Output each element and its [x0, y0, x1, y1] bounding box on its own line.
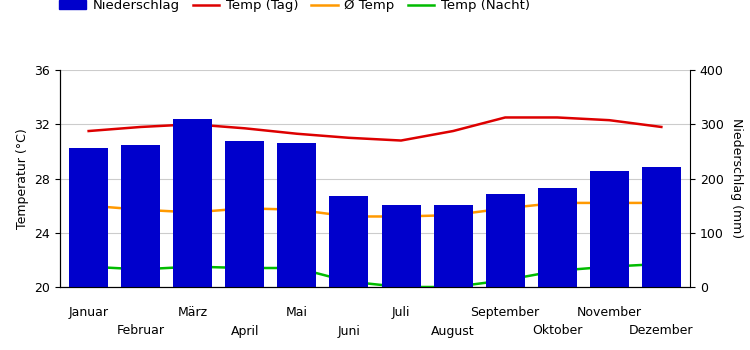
Bar	[590, 172, 628, 287]
Bar	[538, 188, 577, 287]
Y-axis label: Niederschlag (mm): Niederschlag (mm)	[730, 118, 743, 239]
Text: März: März	[178, 307, 208, 320]
Text: Mai: Mai	[286, 307, 308, 320]
Text: Oktober: Oktober	[532, 324, 583, 337]
Text: April: April	[230, 324, 259, 337]
Y-axis label: Temperatur (°C): Temperatur (°C)	[16, 128, 28, 229]
Bar	[278, 143, 316, 287]
Text: September: September	[470, 307, 540, 320]
Bar	[382, 204, 421, 287]
Bar	[69, 148, 108, 287]
Bar	[433, 204, 472, 287]
Text: Januar: Januar	[69, 307, 109, 320]
Bar	[122, 145, 160, 287]
Text: November: November	[577, 307, 642, 320]
Bar	[225, 140, 264, 287]
Text: Juni: Juni	[338, 324, 361, 337]
Text: Februar: Februar	[117, 324, 165, 337]
Bar	[486, 194, 525, 287]
Bar	[329, 196, 368, 287]
Text: Dezember: Dezember	[629, 324, 694, 337]
Bar	[642, 167, 681, 287]
Text: August: August	[431, 324, 475, 337]
Bar	[173, 119, 212, 287]
Text: Juli: Juli	[392, 307, 410, 320]
Legend: Niederschlag, Temp (Tag), Ø Temp, Temp (Nacht): Niederschlag, Temp (Tag), Ø Temp, Temp (…	[54, 0, 535, 18]
